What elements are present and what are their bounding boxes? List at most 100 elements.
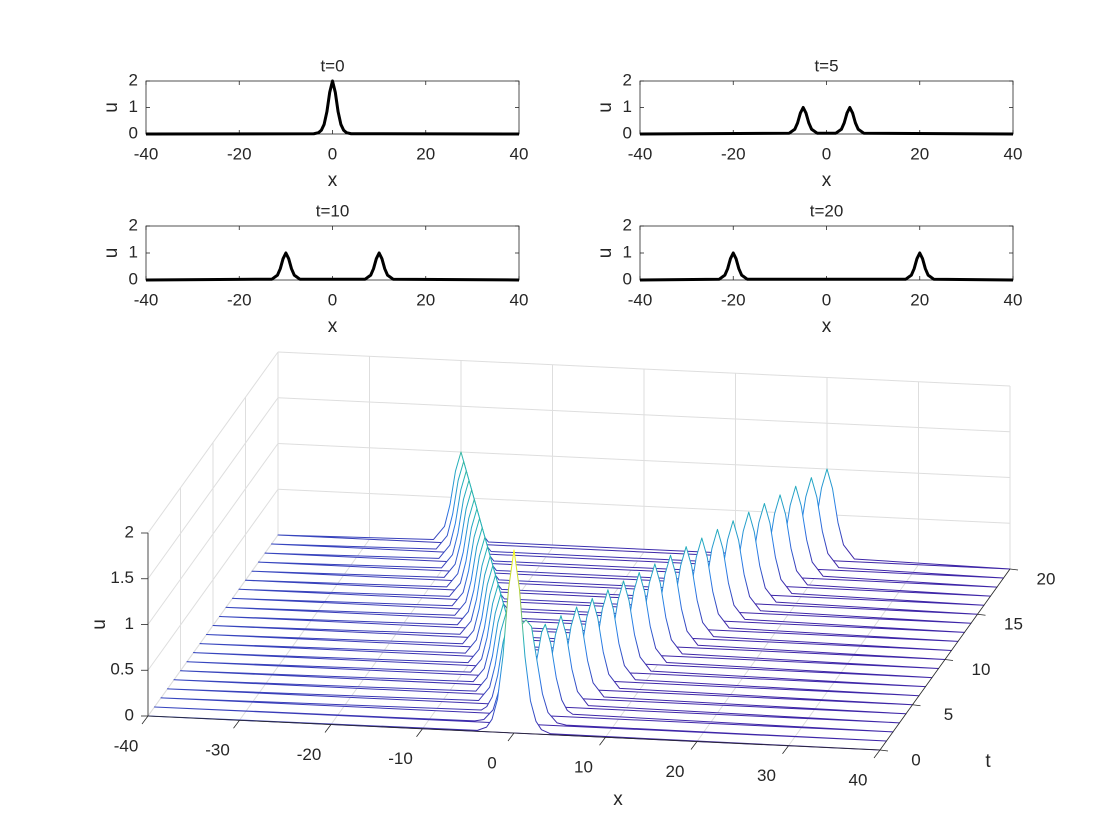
x-tick-label: -20 (721, 144, 746, 163)
grid-line (277, 397, 1011, 433)
grid-line (277, 488, 1011, 524)
y-tick-label: 2 (129, 70, 138, 89)
y-tick (977, 613, 986, 616)
x-label: x (822, 170, 832, 191)
x-tick-label: 0 (822, 290, 831, 309)
line (145, 251, 520, 282)
y-tick-label: 0 (911, 750, 920, 769)
y-tick-label: 0 (623, 123, 632, 142)
line (639, 106, 1014, 136)
x-tick (873, 749, 881, 759)
waterfall-line (147, 549, 881, 751)
axes-box (639, 80, 1014, 135)
y-tick-label: 2 (129, 215, 138, 234)
x-tick-label: 40 (510, 144, 529, 163)
grid-line (277, 443, 1011, 478)
x-tick (599, 737, 606, 746)
y-tick (1009, 568, 1019, 571)
x-tick-label: 20 (666, 762, 685, 781)
y-label: u (595, 102, 616, 113)
x-tick-label: 20 (910, 144, 929, 163)
title: t=20 (810, 201, 844, 220)
axes-box (145, 225, 520, 281)
grid-line (147, 397, 279, 580)
grid-line (147, 351, 279, 534)
y-label: t (985, 751, 991, 772)
x-tick-label: -40 (134, 144, 159, 163)
y-tick-label: 1 (623, 242, 632, 261)
x-label: x (822, 316, 832, 337)
line (145, 79, 520, 136)
x-tick-label: 40 (1004, 144, 1023, 163)
y-label: u (101, 102, 122, 113)
y-label: u (595, 248, 616, 259)
line (639, 251, 1014, 282)
z-tick-label: 0 (125, 705, 134, 724)
x-tick-label: -40 (628, 290, 653, 309)
x-tick (507, 732, 515, 742)
x-tick (141, 715, 149, 725)
x-tick (782, 745, 789, 754)
x-tick-label: -10 (388, 749, 413, 768)
z-tick-label: 2 (125, 522, 134, 541)
x-tick-label: -40 (134, 290, 159, 309)
z-tick-label: 1 (125, 614, 134, 633)
x-tick-label: -40 (628, 144, 653, 163)
x-tick-label: 40 (510, 290, 529, 309)
x-tick-label: 10 (574, 758, 593, 777)
y-tick-label: 2 (623, 215, 632, 234)
y-tick (944, 659, 954, 661)
x-tick-label: 20 (910, 290, 929, 309)
y-tick-label: 2 (623, 70, 632, 89)
y-tick-label: 15 (1004, 615, 1023, 634)
y-tick (912, 704, 921, 707)
z-tick-label: 1.5 (110, 568, 134, 587)
y-tick-label: 20 (1037, 569, 1056, 588)
x-tick (690, 741, 698, 750)
y-tick-label: 1 (129, 97, 138, 116)
y-tick-label: 0 (129, 123, 138, 142)
x-tick-label: 20 (416, 290, 435, 309)
x-tick (416, 728, 423, 737)
axes-box (145, 80, 520, 135)
x-label: x (328, 170, 338, 191)
grid-line (147, 488, 279, 671)
x-tick (324, 724, 332, 733)
title: t=5 (814, 56, 838, 75)
x-label: x (613, 789, 623, 810)
x-tick-label: 30 (757, 766, 776, 785)
x-tick-label: 20 (416, 144, 435, 163)
y-tick-label: 1 (623, 97, 632, 116)
z-label: u (89, 619, 110, 630)
x-label: x (328, 316, 338, 337)
x-tick-label: 0 (822, 144, 831, 163)
waterfall-line (271, 460, 1004, 579)
x-tick-label: -20 (297, 745, 322, 764)
x-tick-label: 0 (328, 144, 337, 163)
y-tick-label: 0 (623, 269, 632, 288)
y-tick-label: 10 (972, 660, 991, 679)
x-tick-label: -30 (205, 741, 230, 760)
y-tick-label: 0 (129, 269, 138, 288)
title: t=0 (320, 56, 344, 75)
x-tick (233, 720, 240, 729)
x-tick-label: 40 (849, 770, 868, 789)
z-tick-label: 0.5 (110, 660, 134, 679)
y-tick-label: 5 (944, 705, 953, 724)
y-tick-label: 1 (129, 242, 138, 261)
x-tick-label: -20 (227, 290, 252, 309)
waterfall-line (264, 470, 998, 588)
grid-line (277, 351, 1011, 387)
x-tick-label: 40 (1004, 290, 1023, 309)
x-tick-label: -40 (114, 736, 139, 755)
title: t=10 (316, 201, 350, 220)
x-tick-label: 0 (487, 753, 496, 772)
x-tick-label: 0 (328, 290, 337, 309)
y-label: u (101, 248, 122, 259)
x-tick-label: -20 (721, 290, 746, 309)
axes-box (639, 225, 1014, 281)
x-tick-label: -20 (227, 144, 252, 163)
grid-line (147, 443, 279, 625)
y-tick (879, 749, 889, 752)
